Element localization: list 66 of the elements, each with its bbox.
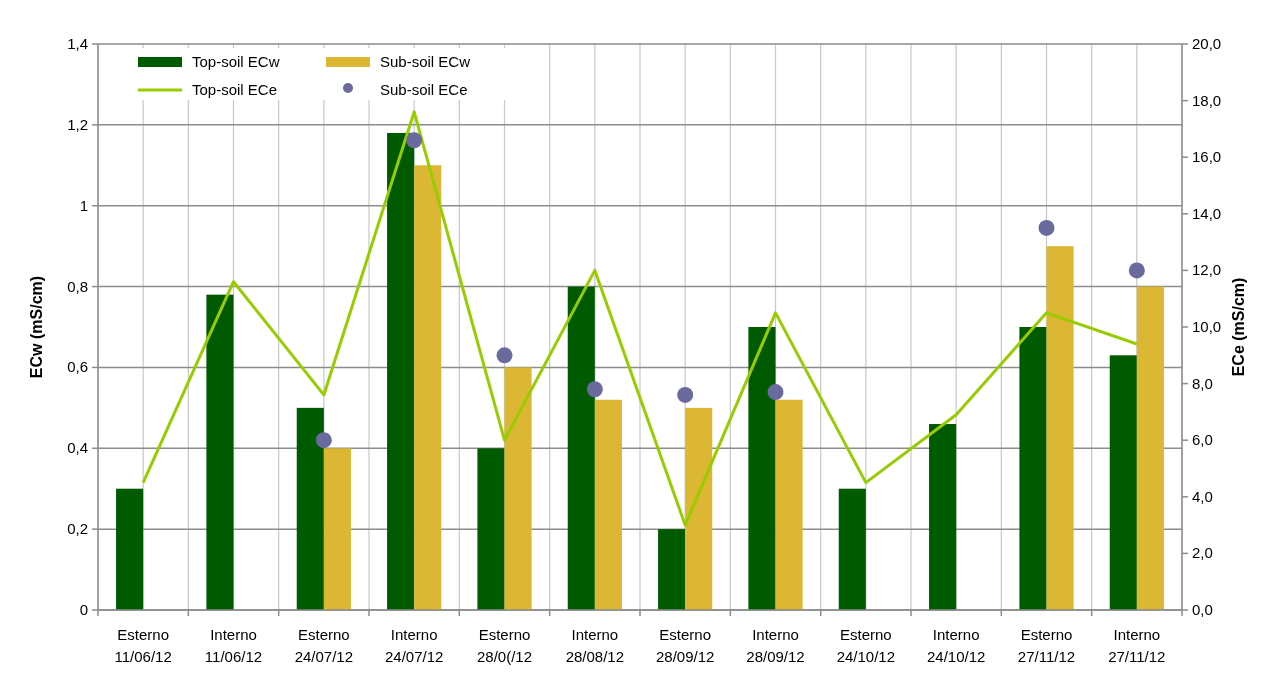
y2-tick-label: 14,0 <box>1192 204 1222 222</box>
legend-label: Sub-soil ECe <box>380 81 468 98</box>
bar <box>685 407 713 610</box>
bar <box>1109 355 1137 610</box>
bar <box>296 407 324 610</box>
bar <box>116 488 144 610</box>
y-axis-title: ECw (mS/cm) <box>28 275 45 379</box>
y2-tick-label: 18,0 <box>1192 91 1222 109</box>
y-tick-label: 0,6 <box>67 358 88 376</box>
bar <box>1019 327 1047 610</box>
x-tick-label: Esterno 28/09/12 <box>655 626 715 665</box>
y2-tick-label: 0,0 <box>1192 601 1213 618</box>
y-tick-label: 0,2 <box>67 520 88 538</box>
y-tick-label: 1,4 <box>67 35 88 52</box>
line-series <box>141 110 1139 527</box>
y-tick-label: 0 <box>79 601 88 618</box>
x-tick-label: Esterno 11/06/12 <box>114 626 172 665</box>
y2-tick-label: 16,0 <box>1192 148 1222 166</box>
y-tick-label: 0,8 <box>67 277 88 295</box>
bar <box>748 327 776 610</box>
y2-tick-label: 6,0 <box>1192 431 1213 449</box>
bar <box>477 448 505 610</box>
x-tick-label: Interno 24/10/12 <box>926 626 986 665</box>
point <box>586 381 603 398</box>
legend-label: Sub-soil ECw <box>380 53 471 70</box>
point <box>677 386 694 403</box>
x-tick-label: Esterno 24/10/12 <box>836 626 896 665</box>
point <box>1128 262 1145 279</box>
bar <box>387 132 415 610</box>
bar <box>929 424 957 610</box>
point <box>1038 219 1055 236</box>
bar <box>775 399 803 610</box>
bar <box>504 367 532 610</box>
y2-tick-label: 8,0 <box>1192 374 1213 392</box>
y2-tick-label: 10,0 <box>1192 318 1222 335</box>
x-tick-label: Interno 28/08/12 <box>565 626 625 665</box>
x-tick-label: Interno 11/06/12 <box>204 626 263 665</box>
point <box>315 432 332 449</box>
bar <box>658 529 686 610</box>
legend-label: Top-soil ECw <box>192 53 280 70</box>
x-tick-label: Interno 27/11/12 <box>1108 626 1166 665</box>
y2-tick-label: 4,0 <box>1192 487 1213 505</box>
x-tick-label: Esterno 24/07/12 <box>294 626 354 665</box>
y2-tick-label: 12,0 <box>1192 261 1222 279</box>
y-tick-label: 1 <box>79 196 88 214</box>
bar <box>594 399 622 610</box>
y2-tick-label: 20,0 <box>1192 35 1222 52</box>
bar <box>414 165 442 610</box>
point <box>496 347 513 364</box>
x-tick-label: Esterno 28/0(/12 <box>476 626 533 665</box>
x-tick-label: Esterno 27/11/12 <box>1017 626 1076 665</box>
bar <box>323 448 351 610</box>
y-tick-label: 0,4 <box>67 439 88 457</box>
y-tick-label: 1,2 <box>67 115 88 133</box>
x-tick-label: Interno 28/09/12 <box>746 626 805 665</box>
bar <box>838 488 866 610</box>
bar <box>1046 246 1074 610</box>
y2-tick-label: 2,0 <box>1192 544 1213 562</box>
bar <box>567 286 595 610</box>
x-tick-label: Interno 24/07/12 <box>384 626 444 665</box>
bar <box>1136 286 1164 610</box>
bar <box>206 294 234 610</box>
point <box>767 384 784 401</box>
legend-label: Top-soil ECe <box>192 81 278 98</box>
point <box>406 132 423 149</box>
y2-axis-title: ECe (mS/cm) <box>1230 277 1247 377</box>
